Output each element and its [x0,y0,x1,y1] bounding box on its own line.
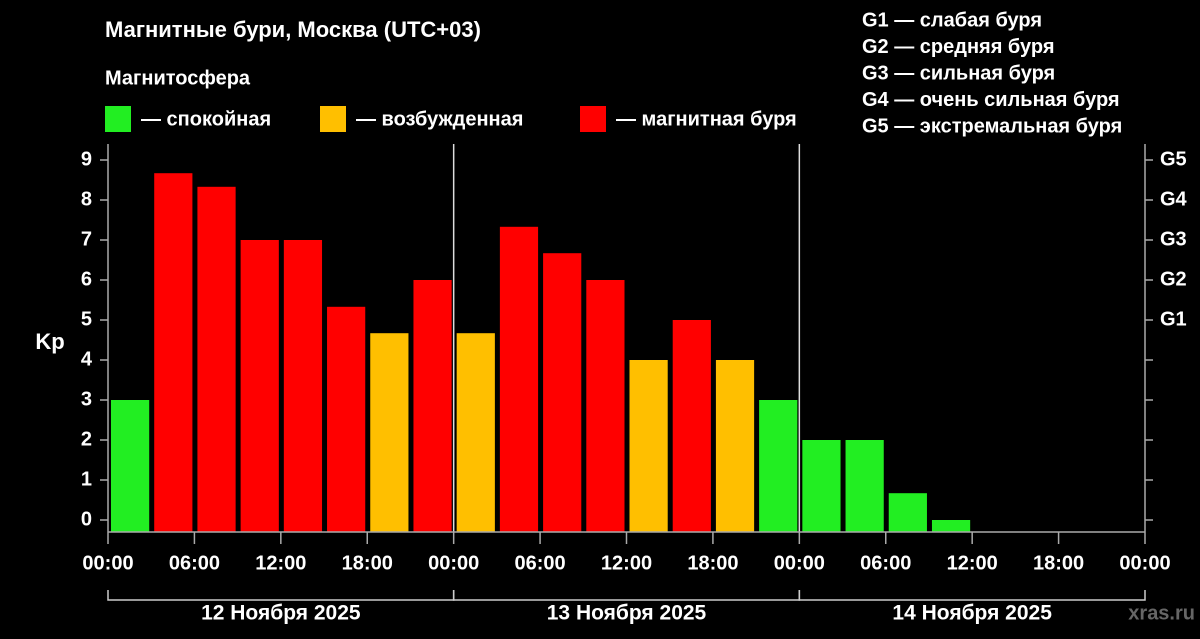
y2-tick-label: G2 [1160,268,1187,290]
day-label: 13 Ноября 2025 [547,602,707,625]
day-label: 12 Ноября 2025 [201,602,361,625]
y-tick-label: 3 [81,388,92,410]
y2-tick-label: G1 [1160,308,1187,330]
bar [240,240,279,532]
storm-level: G4 — очень сильная буря [862,89,1120,111]
x-tick-label: 06:00 [860,552,911,574]
bar [197,186,236,533]
x-tick-label: 12:00 [947,552,998,574]
storm-level: G2 — средняя буря [862,36,1055,58]
y-tick-label: 2 [81,428,92,450]
bar [802,440,841,532]
storm-level: G1 — слабая буря [862,9,1042,31]
watermark: xras.ru [1128,602,1195,624]
y-tick-label: 9 [81,148,92,170]
bar [154,173,193,532]
y-tick-label: 1 [81,468,92,490]
bar [931,520,971,532]
bar [111,400,150,532]
x-tick-label: 00:00 [1119,552,1170,574]
x-tick-label: 00:00 [82,552,133,574]
y2-tick-label: G5 [1160,148,1187,170]
bar [586,280,625,532]
y-tick-label: 8 [81,188,92,210]
bar [888,493,927,532]
chart-title: Магнитные бури, Москва (UTC+03) [105,17,481,42]
x-tick-label: 18:00 [687,552,738,574]
bar [759,400,798,532]
storm-level: G5 — экстремальная буря [862,115,1122,137]
bar [283,240,323,532]
storm-level: G3 — сильная буря [862,62,1055,84]
bar [629,360,668,532]
legend-label: — магнитная буря [616,108,797,130]
legend-label: — возбужденная [356,108,523,130]
bar [715,360,755,532]
x-tick-label: 12:00 [601,552,652,574]
y-tick-label: 6 [81,268,92,290]
bar [499,226,539,533]
y2-tick-label: G4 [1160,188,1188,210]
x-tick-label: 18:00 [1033,552,1084,574]
bar [413,280,452,532]
legend-label: — спокойная [141,108,271,130]
bar [845,440,884,532]
bar [672,320,711,532]
legend-swatch [105,106,131,132]
x-tick-label: 06:00 [169,552,220,574]
y-tick-label: 0 [81,508,92,530]
day-label: 14 Ноября 2025 [892,602,1052,625]
x-tick-label: 00:00 [774,552,825,574]
day-bracket [798,590,1146,601]
x-tick-label: 06:00 [515,552,566,574]
y-tick-label: 7 [81,228,92,250]
legend-swatch [580,106,606,132]
bar [327,306,366,532]
x-tick-label: 18:00 [342,552,393,574]
chart-subtitle: Магнитосфера [105,67,251,89]
legend-swatch [320,106,346,132]
y-tick-label: 4 [81,348,93,370]
y2-tick-label: G3 [1160,228,1187,250]
x-tick-label: 00:00 [428,552,479,574]
x-tick-label: 12:00 [255,552,306,574]
y-axis-label: Kp [35,329,64,354]
bar [456,333,495,532]
y-tick-label: 5 [81,308,92,330]
bar [370,333,409,532]
bar [543,253,582,532]
